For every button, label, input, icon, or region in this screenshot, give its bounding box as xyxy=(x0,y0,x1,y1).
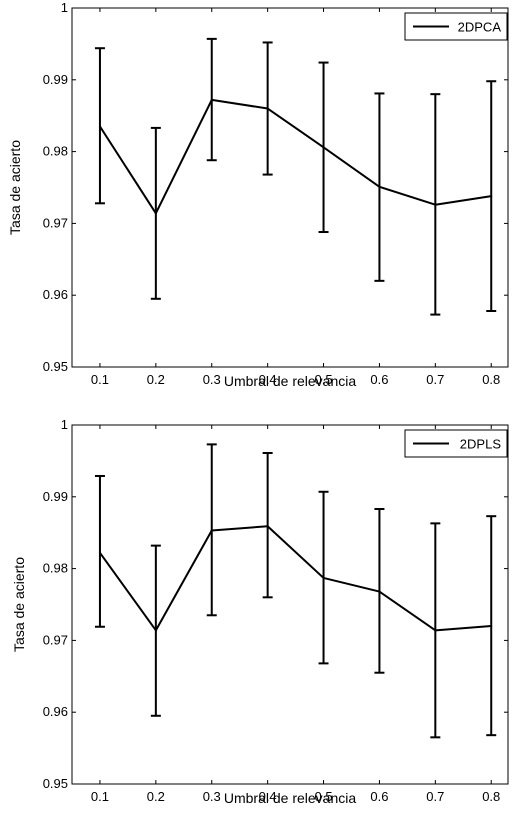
x-tick-label: 0.1 xyxy=(91,372,109,387)
chart-panel-2: 0.1 0.2 0.3 0.4 0.5 0.6 0.7 0.8 0.95 0.96 0.97 0.98… xyxy=(11,417,509,806)
series-2dpca xyxy=(94,37,497,316)
legend-label: 2DPLS xyxy=(460,437,502,452)
data-point xyxy=(378,590,381,593)
x-tick-label: 0.6 xyxy=(370,789,388,804)
data-point xyxy=(154,212,157,215)
x-tick-label: 0.8 xyxy=(482,789,500,804)
x-tick-label: 0.2 xyxy=(147,372,165,387)
data-point xyxy=(322,146,325,149)
data-point xyxy=(98,125,101,128)
legend: 2DPCA xyxy=(404,12,508,41)
x-tick-label: 0.8 xyxy=(482,372,500,387)
series-line xyxy=(99,525,492,632)
y-tick-label: 0.96 xyxy=(43,704,68,719)
y-tick-label: 0.99 xyxy=(43,489,68,504)
y-tick-label: 0.98 xyxy=(43,144,68,159)
y-tick-label: 0.97 xyxy=(43,215,68,230)
y-tick-label: 0.97 xyxy=(43,632,68,647)
x-tick-label: 0.7 xyxy=(426,789,444,804)
x-tick-label: 0.4 xyxy=(259,789,277,804)
y-tick-label: 0.95 xyxy=(43,359,68,374)
x-tick-label: 0.4 xyxy=(259,372,277,387)
data-point xyxy=(266,107,269,110)
y-tick-label: 0.95 xyxy=(43,776,68,791)
x-tick-label: 0.5 xyxy=(314,789,332,804)
y-tick-label: 1 xyxy=(61,417,68,432)
x-tick-label: 0.1 xyxy=(91,789,109,804)
plot-frame xyxy=(71,7,509,368)
data-point xyxy=(490,195,493,198)
data-point xyxy=(434,203,437,206)
data-point xyxy=(210,98,213,101)
data-point xyxy=(154,629,157,632)
legend: 2DPLS xyxy=(404,429,508,458)
data-point xyxy=(210,529,213,532)
x-axis-label: Umbral de relevancia xyxy=(224,790,356,806)
x-tick-label: 0.7 xyxy=(426,372,444,387)
y-axis-label: Tasa de acierto xyxy=(7,140,23,235)
plot-frame xyxy=(71,424,509,785)
chart-panel-1: 0.1 0.2 0.3 0.4 0.5 0.6 0.7 0.8 0.95 0.96 0.97 0.98… xyxy=(7,0,509,389)
x-tick-label: 0.2 xyxy=(147,789,165,804)
data-point xyxy=(434,629,437,632)
x-tick-label: 0.6 xyxy=(370,372,388,387)
data-point xyxy=(490,625,493,628)
data-point xyxy=(378,185,381,188)
legend-label: 2DPCA xyxy=(458,20,502,35)
y-tick-label: 1 xyxy=(61,0,68,15)
series-2dpls xyxy=(94,443,497,739)
x-tick-label: 0.3 xyxy=(203,372,221,387)
y-tick-label: 0.98 xyxy=(43,561,68,576)
x-tick-label: 0.3 xyxy=(203,789,221,804)
y-axis-label: Tasa de acierto xyxy=(11,557,27,652)
y-tick-label: 0.96 xyxy=(43,287,68,302)
x-axis-label: Umbral de relevancia xyxy=(224,373,356,389)
x-tick-label: 0.5 xyxy=(314,372,332,387)
series-line xyxy=(99,98,492,215)
data-point xyxy=(266,525,269,528)
y-tick-label: 0.99 xyxy=(43,72,68,87)
data-point xyxy=(322,576,325,579)
data-point xyxy=(98,551,101,554)
